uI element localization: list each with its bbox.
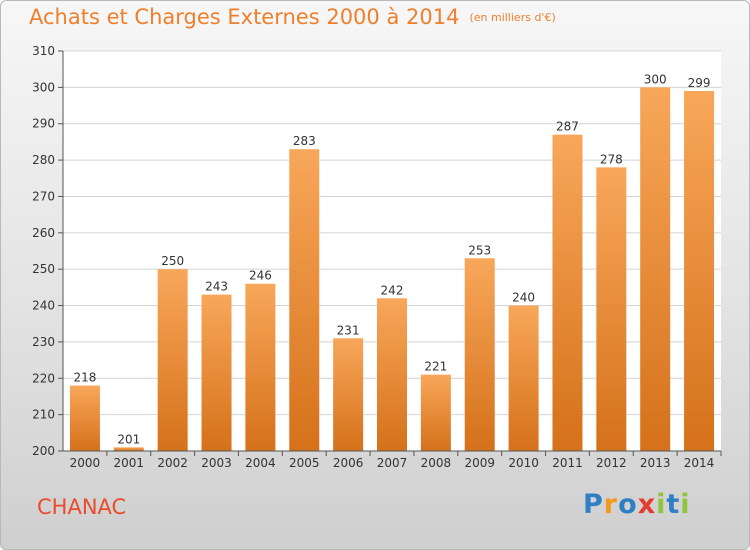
x-tick-label: 2006	[333, 456, 364, 470]
x-tick-label: 2000	[70, 456, 101, 470]
town-name: CHANAC	[37, 495, 127, 519]
axes	[58, 50, 722, 456]
x-tick-label: 2013	[640, 456, 671, 470]
bar-value-label: 231	[337, 323, 360, 337]
bar-value-label: 201	[117, 432, 140, 446]
bar	[552, 134, 583, 452]
bar-value-label: 300	[644, 72, 667, 86]
labels: 200 210 220 230 240 250 260 270 280 290 300 310 218 2…	[32, 44, 714, 470]
logo-letter: P	[583, 489, 604, 520]
bar-value-label: 283	[293, 134, 316, 148]
bar-value-label: 221	[424, 360, 447, 374]
bar	[157, 269, 188, 451]
y-tick-label: 210	[32, 408, 55, 422]
bars	[69, 87, 715, 452]
bar	[245, 283, 276, 451]
bar	[113, 447, 144, 451]
logo-letter: t	[666, 489, 681, 520]
bar	[464, 258, 495, 451]
logo-letter: o	[618, 489, 638, 520]
y-tick-label: 300	[32, 80, 55, 94]
bar-value-label: 242	[381, 283, 404, 297]
x-tick-label: 2007	[377, 456, 408, 470]
y-tick-label: 200	[32, 444, 55, 458]
y-tick-label: 250	[32, 262, 55, 276]
bar	[201, 294, 232, 451]
bar	[640, 87, 671, 451]
bar-value-label: 253	[468, 243, 491, 257]
y-tick-label: 290	[32, 117, 55, 131]
x-tick-label: 2014	[684, 456, 715, 470]
x-tick-label: 2011	[552, 456, 583, 470]
y-tick-label: 270	[32, 189, 55, 203]
y-tick-label: 310	[32, 44, 55, 58]
y-tick-label: 280	[32, 153, 55, 167]
bar-value-label: 299	[688, 76, 711, 90]
bar	[684, 91, 715, 451]
chart-title-text: Achats et Charges Externes 2000 à 2014	[29, 5, 460, 29]
x-tick-label: 2010	[508, 456, 539, 470]
x-tick-label: 2001	[114, 456, 145, 470]
proxiti-logo: Proxiti	[583, 489, 691, 520]
chart-unit: (en milliers d'€)	[469, 11, 556, 24]
bar	[508, 305, 539, 451]
bar	[420, 374, 451, 451]
bar-value-label: 278	[600, 152, 623, 166]
logo-letter: i	[656, 489, 667, 520]
x-tick-label: 2002	[157, 456, 188, 470]
x-tick-label: 2004	[245, 456, 276, 470]
y-tick-label: 240	[32, 299, 55, 313]
bar	[377, 298, 407, 451]
bar-value-label: 250	[161, 254, 184, 268]
bar	[289, 149, 320, 451]
x-tick-label: 2008	[421, 456, 452, 470]
bar	[69, 385, 100, 451]
bar-value-label: 240	[512, 291, 535, 305]
bar-value-label: 243	[205, 280, 228, 294]
y-tick-label: 230	[32, 335, 55, 349]
y-tick-label: 260	[32, 226, 55, 240]
logo-letter: x	[637, 489, 657, 520]
bar-value-label: 246	[249, 269, 272, 283]
bar	[596, 167, 627, 451]
logo-letter: r	[603, 489, 619, 520]
chart-title: Achats et Charges Externes 2000 à 2014 (e…	[29, 5, 556, 29]
bar-value-label: 218	[73, 371, 96, 385]
x-tick-label: 2009	[464, 456, 495, 470]
x-tick-label: 2005	[289, 456, 320, 470]
y-tick-label: 220	[32, 371, 55, 385]
x-tick-label: 2003	[201, 456, 232, 470]
logo-letter: i	[680, 489, 691, 520]
bar	[333, 338, 364, 451]
bar-value-label: 287	[556, 120, 579, 134]
x-tick-label: 2012	[596, 456, 627, 470]
